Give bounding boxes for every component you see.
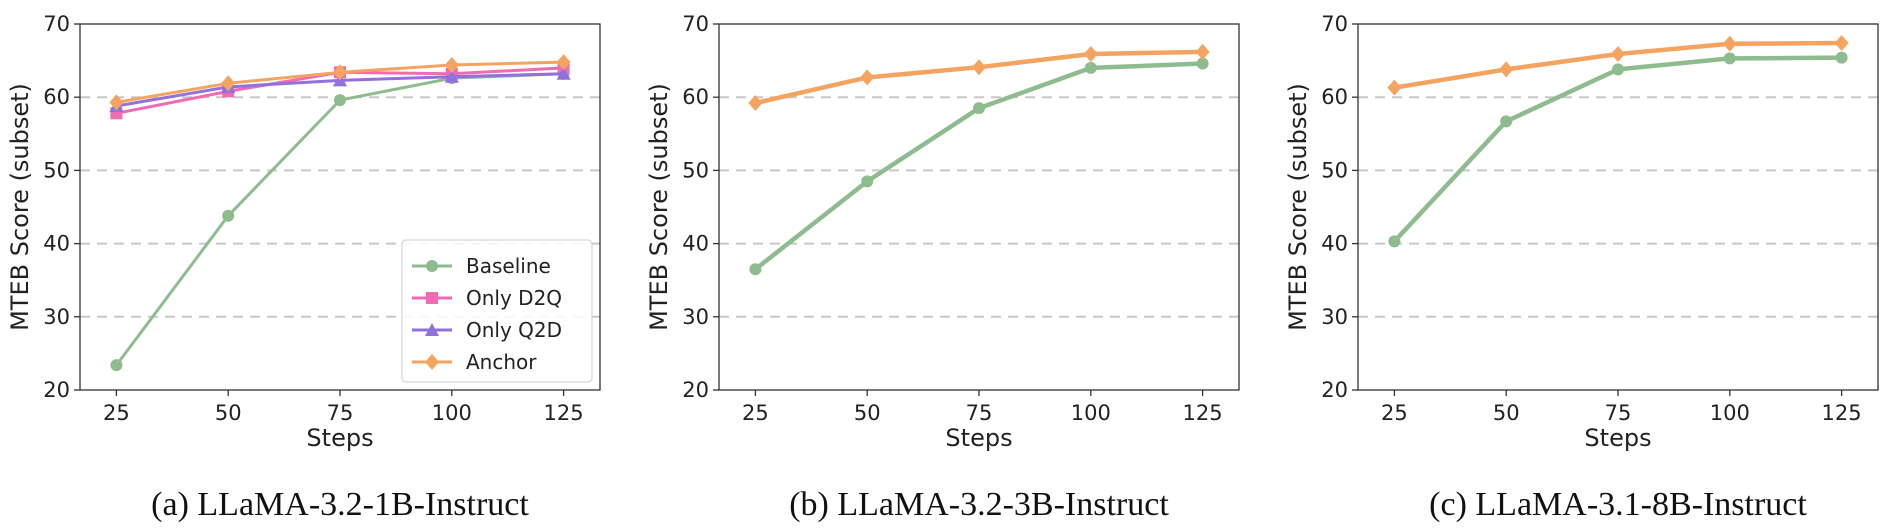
legend-marker-only-q2d (425, 323, 439, 336)
point-only-q2d-100 (444, 69, 459, 83)
x-axis-label: Steps (306, 424, 373, 452)
point-anchor-75 (972, 59, 986, 76)
y-axis-label: MTEB Score (subset) (6, 83, 34, 331)
point-baseline-125 (1196, 57, 1209, 70)
point-anchor-50 (1499, 61, 1514, 78)
legend-marker-baseline (426, 260, 438, 272)
point-only-q2d-125 (556, 66, 571, 80)
y-tick-label-20: 20 (682, 378, 709, 402)
point-anchor-50 (860, 69, 875, 86)
point-anchor-75 (333, 64, 347, 81)
legend: Baseline Only D2Q Only Q2D Anchor (401, 239, 593, 383)
y-axis-label: MTEB Score (subset) (1284, 83, 1312, 331)
legend-marker-anchor (425, 354, 439, 370)
legend-box (401, 239, 593, 383)
x-tick-label-50: 50 (215, 401, 242, 425)
x-axis-label: Steps (945, 424, 1012, 452)
point-anchor-25 (748, 95, 763, 112)
point-anchor-25 (109, 94, 124, 111)
y-tick-label-40: 40 (1321, 232, 1348, 256)
y-tick-label-30: 30 (43, 305, 70, 329)
y-tick-label-30: 30 (682, 305, 709, 329)
point-baseline-50 (1500, 115, 1513, 128)
legend-label-baseline: Baseline (466, 254, 551, 278)
point-anchor-75 (1611, 46, 1625, 63)
legend-label-anchor: Anchor (466, 350, 537, 374)
series-baseline (1388, 51, 1848, 248)
legend-label-only-d2q: Only D2Q (466, 286, 562, 310)
x-tick-label-75: 75 (966, 401, 993, 425)
point-baseline-25 (1388, 235, 1401, 248)
point-baseline-100 (1723, 52, 1736, 65)
x-tick-label-100: 100 (1710, 401, 1750, 425)
x-tick-label-125: 125 (544, 401, 584, 425)
y-tick-label-50: 50 (1321, 158, 1348, 182)
x-tick-label-100: 100 (432, 401, 472, 425)
y-tick-label-20: 20 (43, 378, 70, 402)
plot-frame (718, 23, 1240, 391)
x-tick-label-25: 25 (742, 401, 769, 425)
x-tick-label-125: 125 (1822, 401, 1862, 425)
point-baseline-50 (861, 175, 874, 188)
x-tick-label-125: 125 (1183, 401, 1223, 425)
point-anchor-25 (1387, 79, 1402, 96)
chart-3: 20 30 40 50 60 70 25 50 75 100 125 Steps MTEB Score … (1284, 12, 1879, 523)
y-tick-label-20: 20 (1321, 378, 1348, 402)
series-baseline (749, 57, 1209, 276)
point-baseline-100 (1084, 61, 1097, 74)
y-tick-label-60: 60 (1321, 85, 1348, 109)
chart-2: 20 30 40 50 60 70 25 50 75 100 125 Steps MTEB Score … (645, 12, 1240, 523)
y-tick-label-70: 70 (43, 12, 70, 36)
x-tick-label-50: 50 (1493, 401, 1520, 425)
legend-label-only-q2d: Only Q2D (466, 318, 562, 342)
legend-marker-only-d2q (426, 292, 438, 304)
x-tick-label-50: 50 (854, 401, 881, 425)
y-tick-label-70: 70 (1321, 12, 1348, 36)
series-only-q2d (109, 66, 571, 112)
y-tick-label-30: 30 (1321, 305, 1348, 329)
point-baseline-75 (973, 102, 985, 115)
x-axis-label: Steps (1584, 424, 1651, 452)
x-tick-label-25: 25 (103, 401, 130, 425)
y-axis-label: MTEB Score (subset) (645, 83, 673, 331)
y-tick-label-60: 60 (682, 85, 709, 109)
chart-caption: (a) LLaMA-3.2-1B-Instruct (151, 486, 529, 523)
y-tick-label-40: 40 (682, 232, 709, 256)
series-anchor (748, 43, 1210, 112)
point-baseline-50 (222, 209, 235, 222)
point-baseline-125 (1835, 51, 1848, 64)
point-baseline-75 (1612, 63, 1624, 76)
series-anchor (1387, 35, 1849, 96)
point-baseline-25 (749, 263, 762, 276)
y-tick-label-50: 50 (43, 158, 70, 182)
point-anchor-125 (1195, 43, 1210, 60)
series-anchor (109, 54, 571, 111)
x-tick-label-100: 100 (1071, 401, 1111, 425)
series-line-baseline (754, 61, 1203, 271)
point-anchor-100 (1722, 35, 1737, 52)
point-anchor-125 (1834, 35, 1849, 52)
point-baseline-75 (334, 94, 346, 107)
point-anchor-50 (221, 75, 236, 92)
chart-caption: (c) LLaMA-3.1-8B-Instruct (1429, 486, 1807, 523)
chart-1: 20 30 40 50 60 70 25 50 75 100 125 Steps MTEB Score … (6, 12, 601, 523)
y-tick-label-60: 60 (43, 85, 70, 109)
x-tick-label-75: 75 (1605, 401, 1632, 425)
y-tick-label-70: 70 (682, 12, 709, 36)
x-tick-label-75: 75 (327, 401, 354, 425)
point-anchor-100 (444, 56, 459, 73)
x-tick-label-25: 25 (1381, 401, 1408, 425)
y-tick-label-50: 50 (682, 158, 709, 182)
point-baseline-25 (110, 359, 123, 372)
y-tick-label-40: 40 (43, 232, 70, 256)
series-line-baseline (1392, 55, 1842, 243)
point-anchor-100 (1083, 46, 1098, 63)
point-anchor-125 (556, 54, 571, 71)
chart-caption: (b) LLaMA-3.2-3B-Instruct (789, 486, 1169, 523)
